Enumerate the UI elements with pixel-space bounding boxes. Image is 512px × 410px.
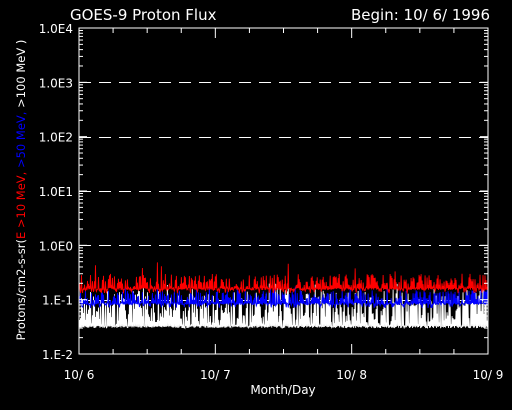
x-tick-label: 10/ 9 xyxy=(473,368,504,382)
begin-date-label: Begin: 10/ 6/ 1996 xyxy=(351,6,490,24)
y-tick-label: 1.E-1 xyxy=(42,294,73,308)
flux-series-line xyxy=(78,283,489,330)
y-axis-label-part: >100 MeV ) xyxy=(14,40,28,112)
y-tick-label: 1.0E2 xyxy=(39,131,73,145)
x-tick-labels: 10/ 6 10/ 7 10/ 8 10/ 9 xyxy=(64,368,504,382)
y-tick-label: 1.0E4 xyxy=(39,22,73,36)
y-axis-label-part: E >10 MeV, xyxy=(14,172,28,239)
flux-series-line xyxy=(78,283,489,309)
x-tick-label: 10/ 8 xyxy=(336,368,367,382)
y-tick-label: 1.E-2 xyxy=(42,348,73,362)
axis-ticks xyxy=(78,27,489,355)
y-tick-labels: 1.E-2 1.E-1 1.0E0 1.0E1 1.0E2 1.0E3 1.0E4 xyxy=(39,22,73,362)
y-tick-label: 1.0E3 xyxy=(39,76,73,90)
y-axis-label-part: >50 MeV, xyxy=(14,112,28,172)
x-tick-label: 10/ 7 xyxy=(200,368,231,382)
y-tick-label: 1.0E0 xyxy=(39,239,73,253)
x-tick-label: 10/ 6 xyxy=(64,368,95,382)
chart-title: GOES-9 Proton Flux xyxy=(70,6,217,24)
y-tick-label: 1.0E1 xyxy=(39,185,73,199)
y-axis-label: Protons/cm2-s-sr(E >10 MeV, >50 MeV, >10… xyxy=(14,40,28,341)
series-layer xyxy=(78,262,489,330)
flux-series-line xyxy=(78,262,489,294)
x-axis-label: Month/Day xyxy=(250,383,315,397)
y-axis-label-part: Protons/cm2-s-sr( xyxy=(14,239,28,340)
